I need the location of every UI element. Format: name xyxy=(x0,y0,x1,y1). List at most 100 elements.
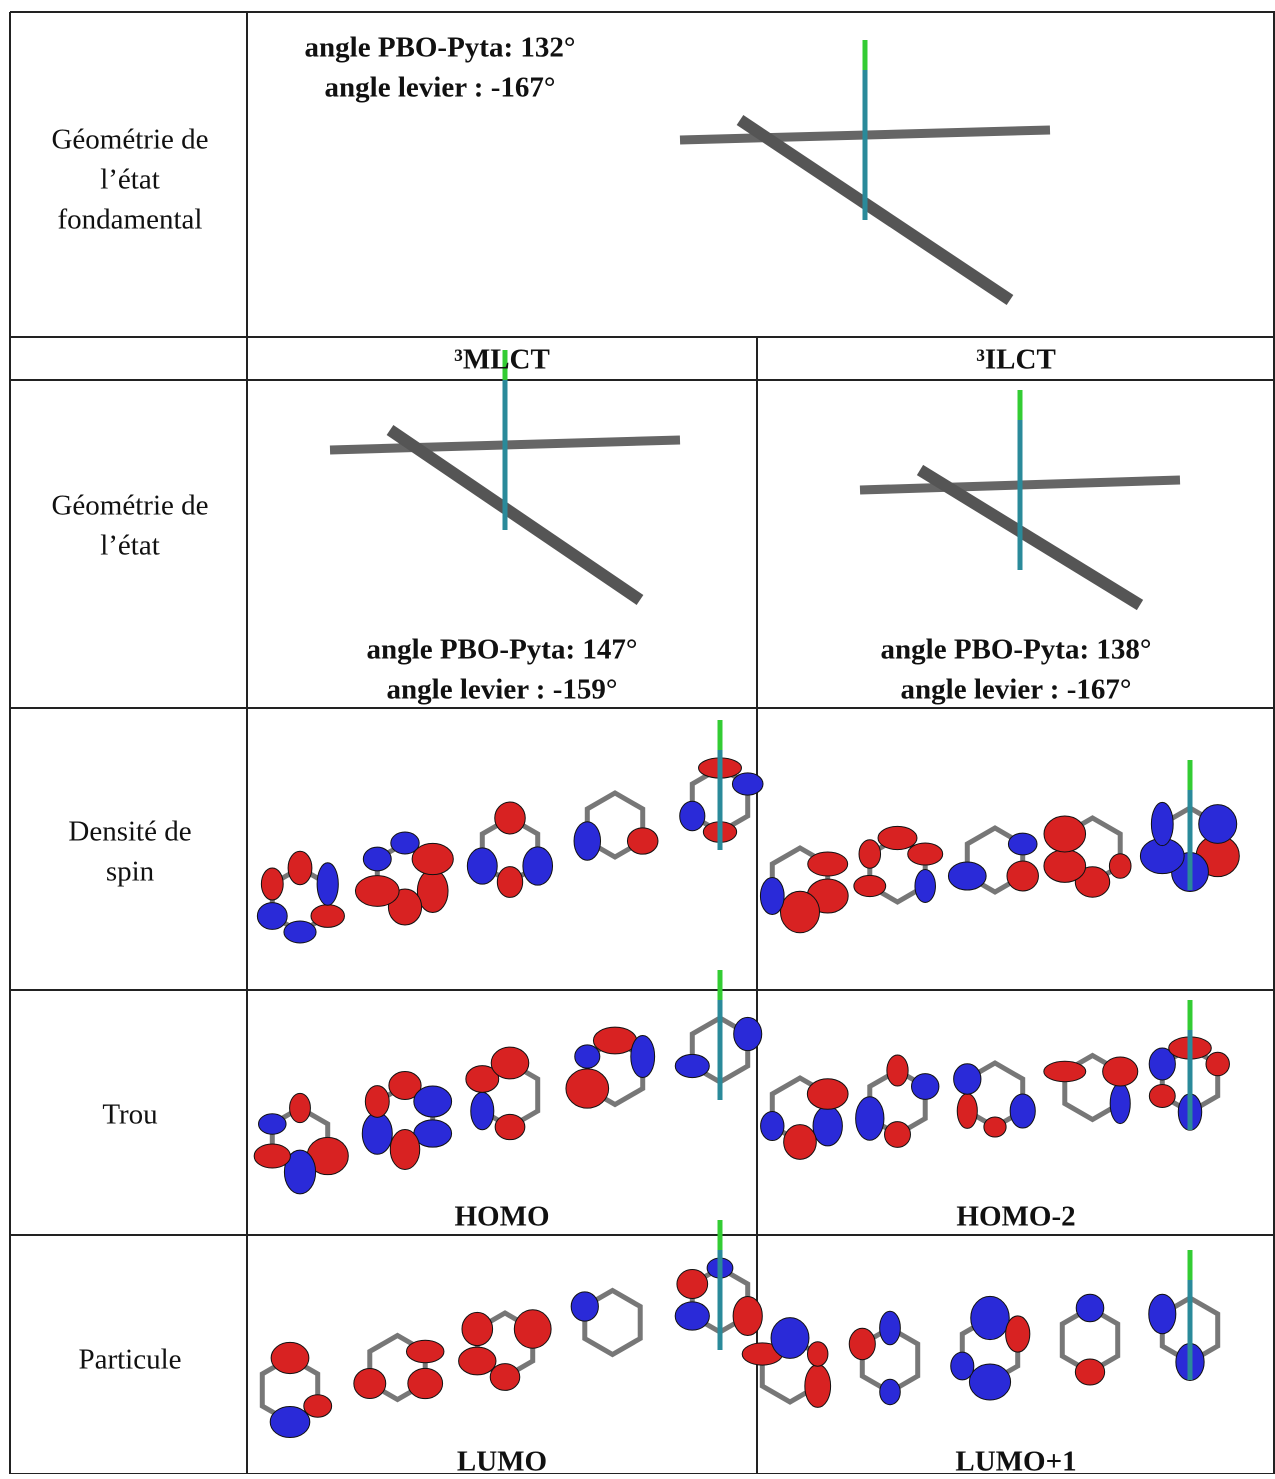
orbital-lobe xyxy=(361,1112,393,1155)
orbital-lobe xyxy=(914,869,936,903)
orbital-lobe xyxy=(886,1054,909,1087)
orbital-lobe xyxy=(779,890,821,934)
cell-caption: LUMO+1 xyxy=(955,1445,1077,1478)
orbital-lobe xyxy=(1205,1051,1230,1077)
orbital-lobe xyxy=(269,1405,311,1439)
orbital-lobe xyxy=(907,842,944,866)
cell-caption: HOMO-2 xyxy=(956,1200,1076,1233)
orbital-lobe xyxy=(674,1053,710,1079)
orbital-lobe xyxy=(1043,849,1087,883)
orbital-lobe xyxy=(853,874,887,898)
orbital-lobe xyxy=(494,1113,526,1141)
orbital-lobe xyxy=(270,1341,310,1375)
row-label: l’état xyxy=(100,529,160,562)
orbital-lobe xyxy=(1005,1315,1031,1353)
orbital-lobe xyxy=(956,1093,978,1129)
orbital-lobe xyxy=(732,1296,763,1336)
orbital-lobe xyxy=(470,1091,495,1131)
orbital-lobe xyxy=(388,1071,422,1100)
orbital-lobe xyxy=(289,1092,311,1124)
orbital-lobe xyxy=(1150,801,1174,847)
orbital-lobe xyxy=(310,904,345,928)
orbital-lobe xyxy=(522,846,554,886)
orbital-lobe xyxy=(674,1301,710,1331)
orbital-lobe xyxy=(877,825,918,851)
orbital-lobe xyxy=(630,1034,656,1079)
molecule-plane xyxy=(736,115,1014,305)
angle-caption: angle levier : -167° xyxy=(324,71,556,104)
orbital-lobe xyxy=(592,1026,638,1055)
orbital-lobe xyxy=(1108,853,1132,879)
orbital-lobe xyxy=(574,1044,601,1069)
row-label: Géométrie de xyxy=(51,123,209,156)
column-header: ³MLCT xyxy=(454,343,550,376)
orbital-lobe xyxy=(953,1063,982,1095)
orbital-lobe xyxy=(458,1346,497,1376)
molecule-ring xyxy=(584,790,646,860)
orbital-lobe xyxy=(911,1073,940,1100)
row-label: Particule xyxy=(78,1343,182,1376)
orbital-lobe xyxy=(783,1124,817,1160)
orbital-lobe xyxy=(465,1065,500,1093)
orbital-lobe xyxy=(494,801,526,835)
orbital-lobe xyxy=(411,842,454,876)
orbital-lobe xyxy=(731,772,764,796)
orbital-lobe xyxy=(1198,804,1238,844)
cell-caption: angle levier : -167° xyxy=(900,673,1132,706)
orbital-lobe xyxy=(570,1291,599,1322)
orbital-lobe xyxy=(389,1129,421,1170)
orbital-lobe xyxy=(283,1149,317,1195)
orbital-lobe xyxy=(812,1105,843,1147)
orbital-lobe xyxy=(407,1367,444,1400)
molecule-plane xyxy=(916,464,1144,611)
orbital-lobe xyxy=(260,867,284,901)
orbital-lobe xyxy=(1007,832,1038,856)
orbital-lobe xyxy=(879,1378,901,1406)
orbital-lobe xyxy=(804,1364,832,1408)
cell-caption: angle levier : -159° xyxy=(386,673,618,706)
angle-caption: angle PBO-Pyta: 132° xyxy=(304,31,576,64)
orbital-lobe xyxy=(884,1121,911,1148)
row-label: spin xyxy=(105,855,155,888)
orbital-lobe xyxy=(806,1078,849,1110)
orbital-lobe xyxy=(1102,1056,1139,1087)
orbital-lobe xyxy=(461,1311,494,1347)
orbital-lobe xyxy=(256,902,288,930)
cell-caption: angle PBO-Pyta: 138° xyxy=(880,633,1152,666)
orbital-lobe xyxy=(362,846,392,872)
orbital-lobe xyxy=(573,821,602,861)
orbital-lobe xyxy=(807,851,849,877)
orbital-lobe xyxy=(1074,1358,1106,1386)
orbital-lobe xyxy=(806,1341,829,1367)
orbital-lobe xyxy=(253,1143,291,1169)
cell-caption: angle PBO-Pyta: 147° xyxy=(366,633,638,666)
orbital-lobe xyxy=(1148,1293,1177,1335)
orbital-lobe xyxy=(848,1327,876,1361)
orbital-lobe xyxy=(364,1085,390,1118)
cell-caption: HOMO xyxy=(454,1200,550,1233)
orbital-lobe xyxy=(968,1363,1012,1401)
orbital-lobe xyxy=(759,877,785,915)
column-header: ³ILCT xyxy=(976,343,1056,376)
orbital-lobe xyxy=(316,862,339,906)
orbital-lobe xyxy=(466,847,498,885)
orbital-lobe xyxy=(1006,860,1039,892)
orbital-lobe xyxy=(565,1068,610,1109)
orbital-lobe xyxy=(1148,1084,1176,1108)
orbital-lobe xyxy=(760,1110,785,1142)
orbital-lobe xyxy=(513,1309,552,1349)
orbital-lobe xyxy=(947,861,987,891)
orbital-lobe xyxy=(950,1351,975,1381)
orbital-lobe xyxy=(390,831,420,855)
orbital-lobe xyxy=(405,1339,445,1364)
row-label: Densité de xyxy=(68,815,192,848)
orbital-lobe xyxy=(1043,1060,1087,1083)
cell-caption: LUMO xyxy=(456,1445,548,1478)
orbital-lobe xyxy=(353,1367,387,1400)
molecule-plane xyxy=(386,425,644,605)
orbital-lobe xyxy=(303,1394,333,1418)
orbital-lobe xyxy=(496,866,524,898)
orbital-lobe xyxy=(1009,1093,1036,1129)
orbital-lobe xyxy=(770,1317,810,1359)
